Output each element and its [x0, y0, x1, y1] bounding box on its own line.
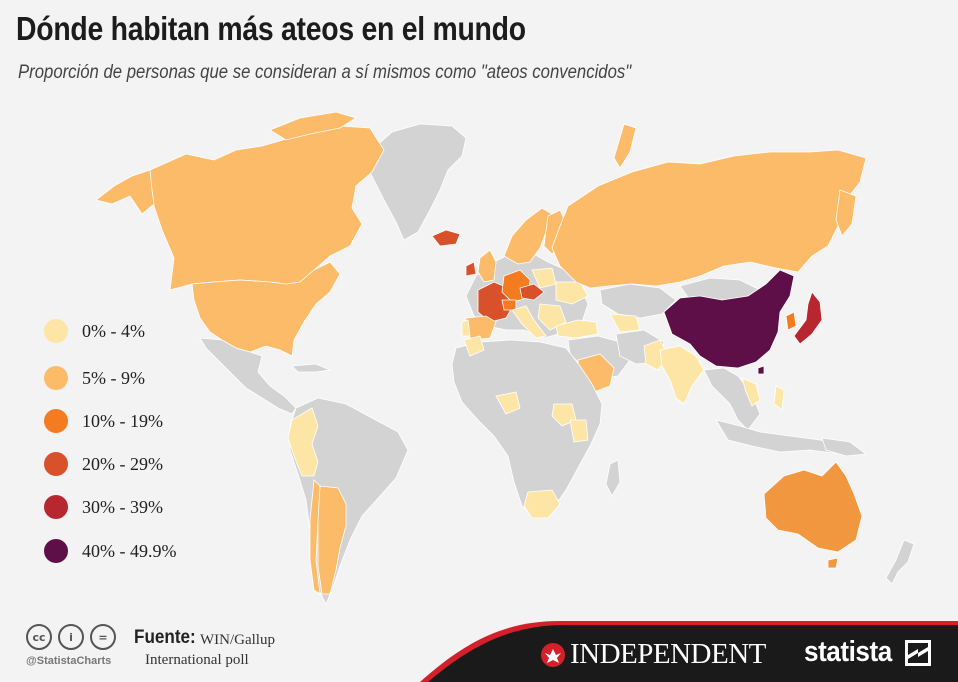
page-subtitle: Proporción de personas que se consideran… — [18, 62, 632, 83]
alaska — [95, 169, 155, 215]
greenland — [365, 123, 467, 241]
south-korea — [785, 311, 797, 331]
legend-label-0-4: 0% - 4% — [82, 320, 145, 341]
nigeria-cameroon — [495, 391, 521, 415]
statista-wordmark: statista — [804, 636, 892, 668]
source-label: Fuente: — [134, 627, 196, 648]
novaya-zemlya — [613, 123, 637, 169]
norway-sweden — [503, 207, 553, 265]
switzerland — [501, 299, 517, 311]
by-icon[interactable]: i — [58, 624, 84, 650]
new-guinea — [821, 437, 868, 457]
cc-icon[interactable]: cc — [26, 624, 52, 650]
canada-arctic-islands — [269, 111, 357, 141]
legend-item-40-49: 40% - 49.9% — [44, 538, 176, 564]
africa — [451, 339, 603, 519]
italy — [511, 305, 547, 339]
legend-item-0-4: 0% - 4% — [44, 318, 145, 344]
chile — [309, 479, 321, 595]
legend-item-20-29: 20% - 29% — [44, 451, 163, 477]
legend-swatch-40-49 — [44, 539, 68, 563]
ireland — [465, 261, 477, 277]
independent-logo[interactable]: INDEPENDENT — [540, 638, 766, 671]
peru-colombia-ecuador — [287, 407, 319, 477]
statista-handle[interactable]: @StatistaCharts — [26, 655, 112, 667]
czech-republic — [519, 283, 545, 301]
legend-swatch-0-4 — [44, 319, 68, 343]
philippines — [773, 385, 785, 411]
cuba — [291, 363, 332, 373]
legend-label-20-29: 20% - 29% — [82, 453, 163, 474]
south-africa — [523, 489, 561, 519]
vietnam — [741, 377, 761, 407]
united-states — [191, 261, 341, 357]
statista-mark-icon — [904, 639, 931, 666]
footer-dark-band — [428, 625, 958, 682]
legend-swatch-5-9 — [44, 366, 68, 390]
legend-swatch-30-39 — [44, 495, 68, 519]
russia — [551, 149, 867, 289]
australia — [763, 461, 863, 553]
portugal — [461, 319, 471, 337]
kamchatka — [835, 189, 857, 237]
china — [663, 269, 795, 369]
india — [659, 345, 705, 405]
morocco — [463, 335, 485, 357]
canada — [149, 125, 385, 291]
tasmania — [827, 557, 839, 569]
independent-wordmark: INDEPENDENT — [570, 638, 766, 670]
source-value-2: International poll — [145, 652, 249, 668]
legend-label-40-49: 40% - 49.9% — [82, 540, 177, 561]
legend-swatch-20-29 — [44, 452, 68, 476]
iceland — [431, 229, 461, 247]
legend-label-10-19: 10% - 19% — [82, 410, 163, 431]
nd-icon[interactable]: = — [90, 624, 116, 650]
uzbekistan — [609, 313, 641, 333]
license-icons: cc i = — [26, 624, 116, 650]
legend-label-30-39: 30% - 39% — [82, 496, 163, 517]
legend-label-5-9: 5% - 9% — [82, 367, 145, 388]
statista-logo[interactable]: statista — [804, 636, 932, 669]
kazakhstan — [599, 283, 677, 319]
footer-banner — [420, 621, 958, 682]
legend-item-5-9: 5% - 9% — [44, 365, 145, 391]
eagle-icon — [541, 642, 565, 667]
japan — [793, 291, 823, 345]
hong-kong — [757, 365, 765, 375]
page-title: Dónde habitan más ateos en el mundo — [16, 10, 526, 47]
legend-swatch-10-19 — [44, 409, 68, 433]
madagascar — [605, 459, 621, 497]
source-value: WIN/Gallup — [200, 632, 275, 648]
united-kingdom — [477, 249, 497, 283]
new-zealand — [885, 539, 915, 585]
turkey — [555, 319, 599, 339]
kenya — [569, 419, 589, 443]
legend-item-30-39: 30% - 39% — [44, 494, 163, 520]
legend-item-10-19: 10% - 19% — [44, 408, 163, 434]
argentina — [317, 485, 347, 595]
